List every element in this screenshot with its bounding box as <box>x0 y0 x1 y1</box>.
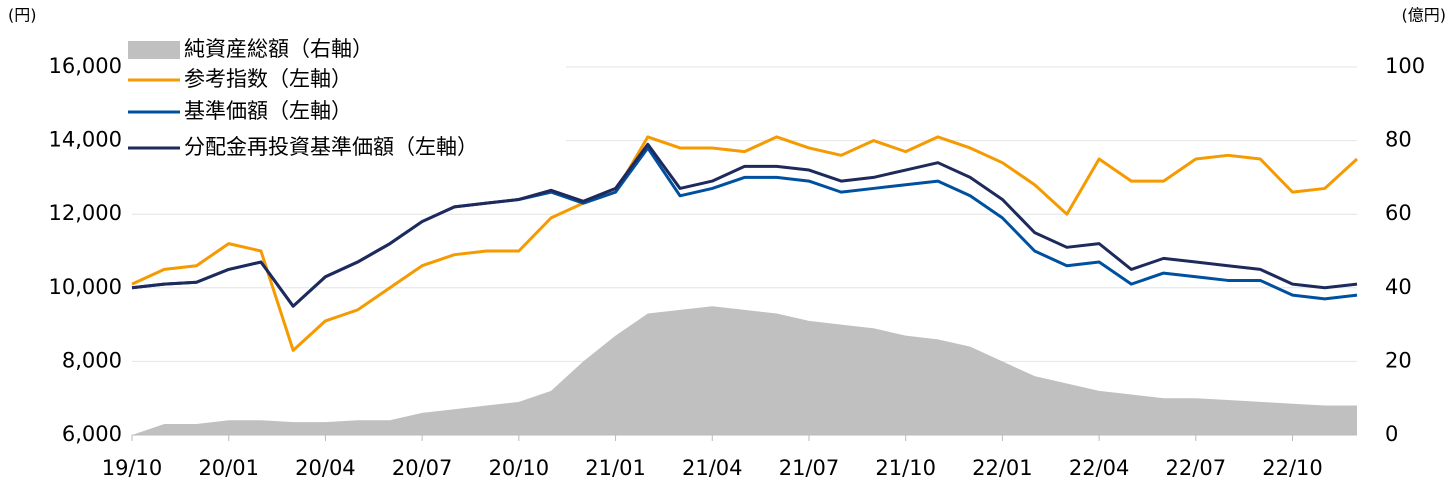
x-tick-label: 22/07 <box>1166 456 1227 480</box>
x-tick-label: 20/01 <box>198 456 259 480</box>
y2-tick-label: 100 <box>1385 54 1425 78</box>
legend-background <box>126 36 566 164</box>
y-tick-label: 10,000 <box>49 275 122 299</box>
y-tick-label: 8,000 <box>62 348 122 372</box>
y2-tick-label: 0 <box>1385 422 1398 446</box>
y-tick-label: 6,000 <box>62 422 122 446</box>
legend: 純資産総額（右軸） 参考指数（左軸） 基準価額（左軸） 分配金再投資基準価額（左軸） <box>126 36 566 164</box>
line <box>131 135 1359 352</box>
y2-tick-label: 40 <box>1385 275 1412 299</box>
x-tick-label: 21/10 <box>875 456 936 480</box>
y-tick-label: 14,000 <box>49 128 122 152</box>
y2-axis-unit: (億円) <box>1402 6 1447 25</box>
x-tick-label: 21/01 <box>585 456 646 480</box>
area <box>132 306 1357 435</box>
legend-label: 基準価額（左軸） <box>184 99 352 123</box>
x-tick-label: 22/01 <box>972 456 1033 480</box>
x-tick-label: 21/07 <box>779 456 840 480</box>
legend-label: 純資産総額（右軸） <box>184 37 373 61</box>
y2-tick-label: 60 <box>1385 201 1412 225</box>
y2-tick-label: 80 <box>1385 128 1412 152</box>
legend-swatch <box>128 41 180 59</box>
legend-label: 参考指数（左軸） <box>184 67 352 91</box>
legend-label: 分配金再投資基準価額（左軸） <box>184 135 478 159</box>
x-tick-label: 20/04 <box>295 456 356 480</box>
y2-tick-label: 20 <box>1385 348 1412 372</box>
line <box>131 146 1358 308</box>
x-tick-label: 22/04 <box>1069 456 1130 480</box>
x-tick-label: 19/10 <box>102 456 163 480</box>
y-tick-label: 16,000 <box>49 54 122 78</box>
x-tick-label: 22/10 <box>1262 456 1323 480</box>
x-tick-label: 20/07 <box>392 456 453 480</box>
x-tick-label: 21/04 <box>682 456 743 480</box>
y-tick-label: 12,000 <box>49 201 122 225</box>
y-axis-unit: (円) <box>8 6 37 25</box>
line <box>131 142 1358 308</box>
x-tick-label: 20/10 <box>489 456 550 480</box>
